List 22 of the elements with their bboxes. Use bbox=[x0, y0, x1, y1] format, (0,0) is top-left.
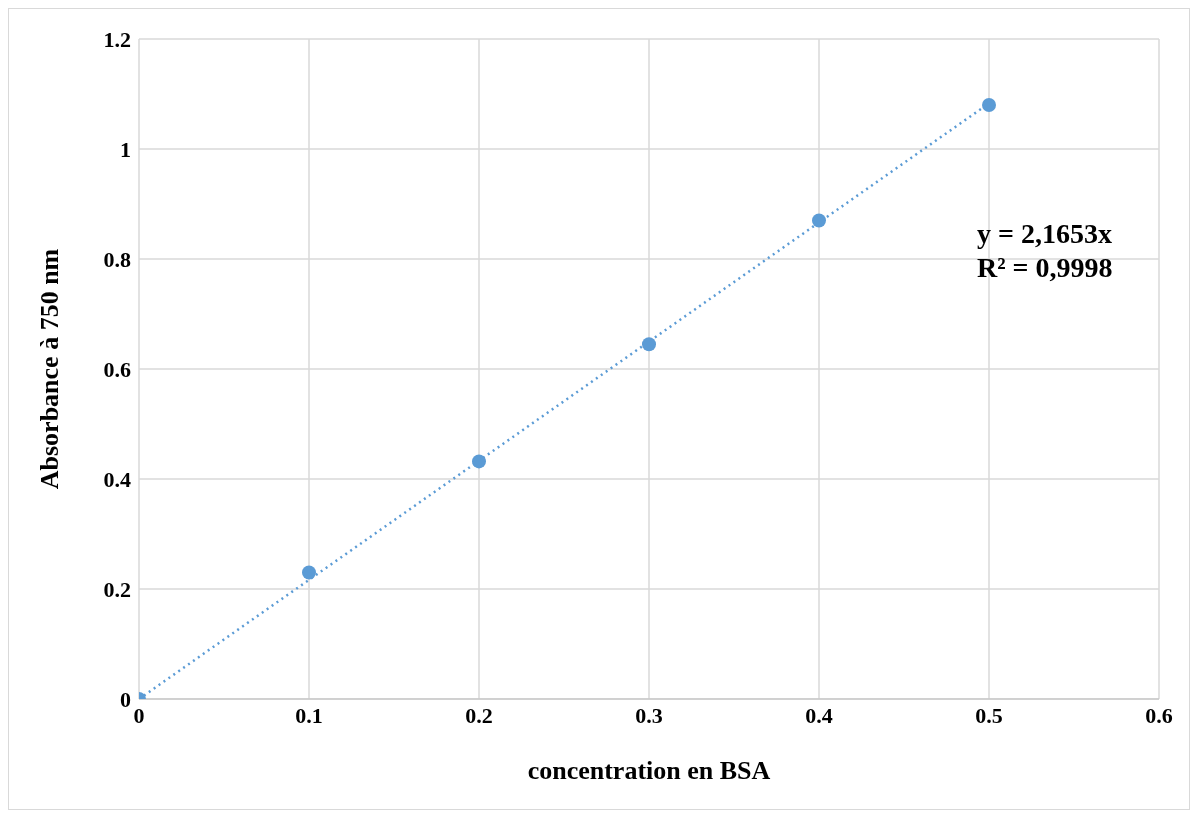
y-tick-label: 1.2 bbox=[103, 26, 131, 52]
x-axis-title: concentration en BSA bbox=[527, 756, 771, 785]
y-tick-label: 0.2 bbox=[103, 576, 131, 602]
point bbox=[812, 213, 826, 228]
y-tick-label: 0.6 bbox=[103, 356, 131, 382]
x-tick-label: 0.6 bbox=[1145, 702, 1173, 728]
y-tick-label: 0 bbox=[120, 686, 131, 712]
x-tick-label: 0.1 bbox=[295, 702, 323, 728]
x-tick-label: 0.4 bbox=[805, 702, 833, 728]
point bbox=[302, 565, 316, 580]
y-axis-title: Absorbance à 750 nm bbox=[35, 248, 65, 490]
y-tick-label: 1 bbox=[120, 136, 131, 162]
annotation: y = 2,1653x bbox=[977, 217, 1113, 251]
point bbox=[982, 98, 996, 112]
annotation: R² = 0,9998 bbox=[977, 251, 1113, 285]
x-tick-label: 0.2 bbox=[465, 702, 493, 728]
x-tick-label: 0.5 bbox=[975, 702, 1003, 728]
x-tick-label: 0.3 bbox=[635, 702, 663, 728]
point bbox=[642, 337, 656, 352]
y-tick-label: 0.4 bbox=[103, 466, 131, 492]
y-tick-label: 0.8 bbox=[103, 246, 131, 272]
point bbox=[472, 454, 486, 469]
